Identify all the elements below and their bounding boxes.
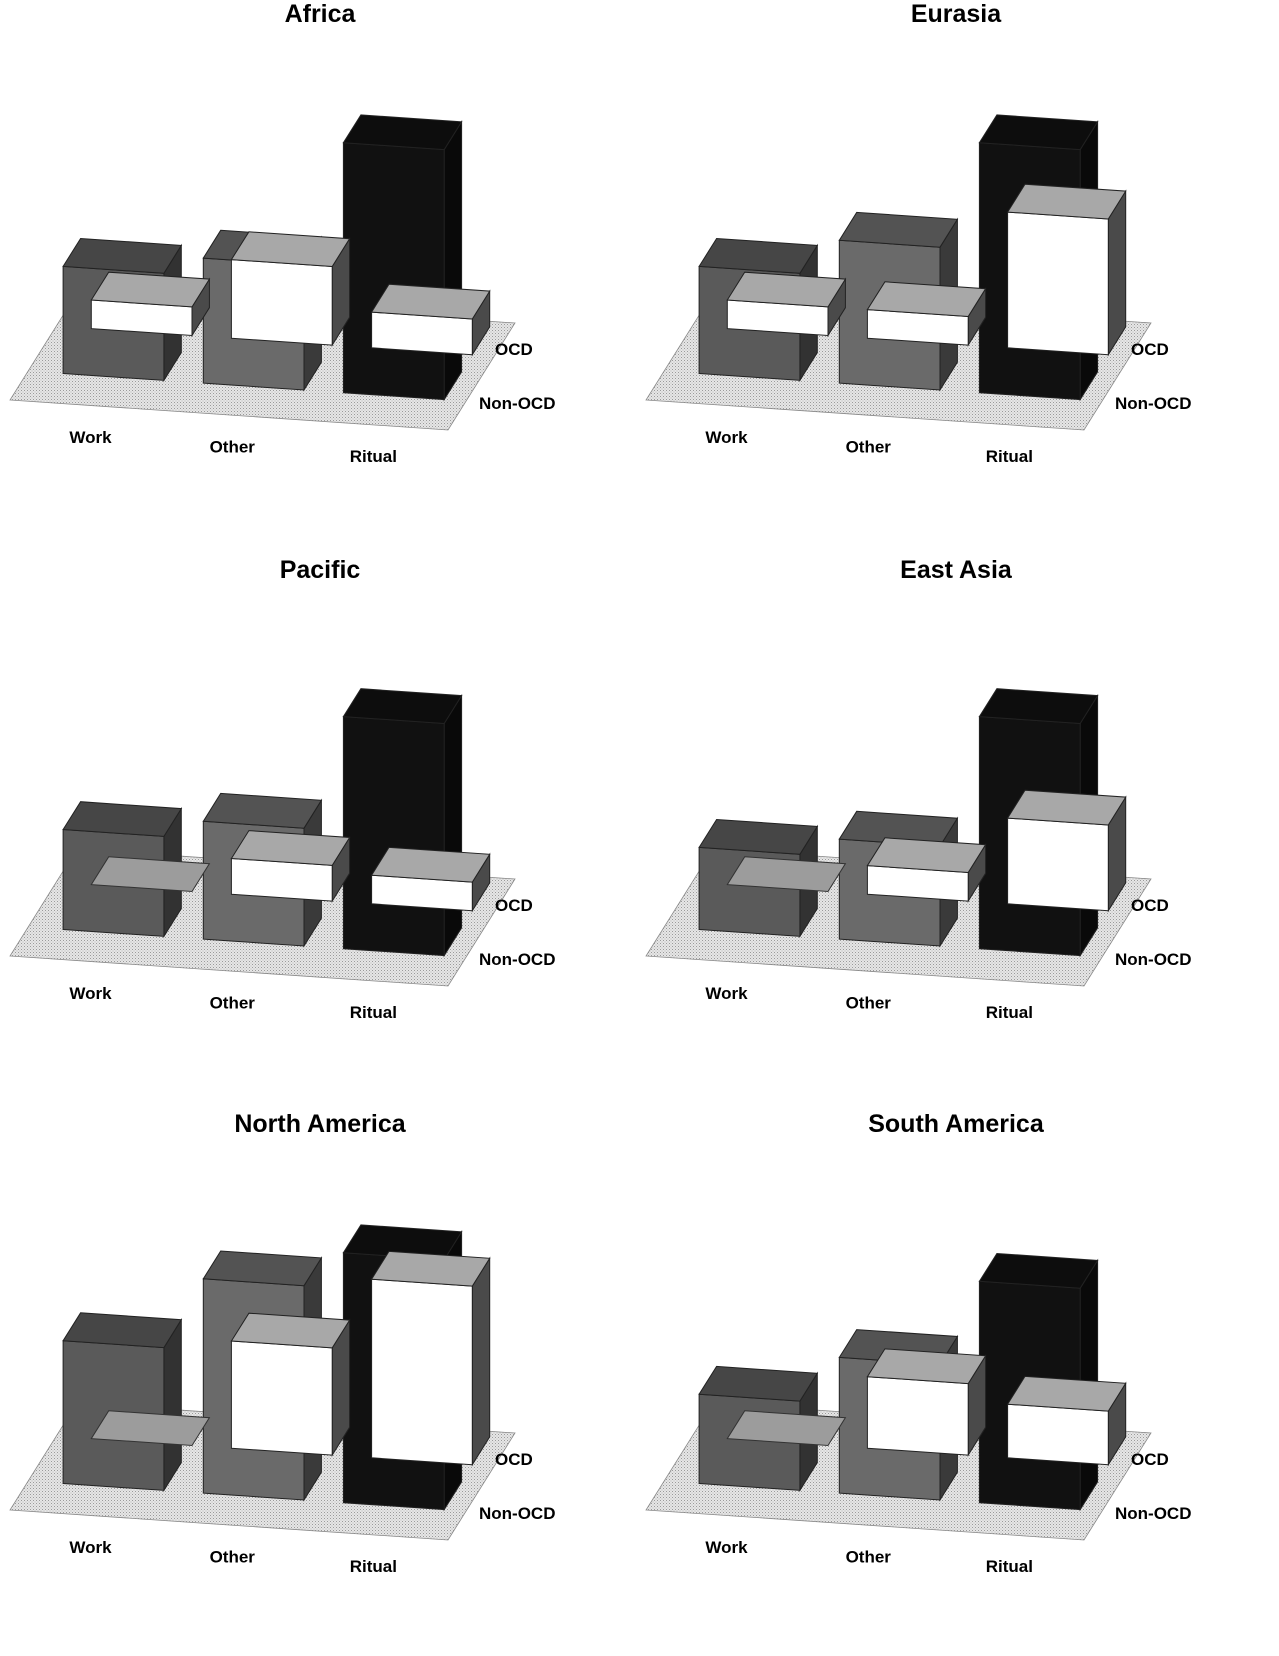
bar-non-ocd-work	[90, 1410, 211, 1447]
bar-non-ocd-work	[726, 271, 847, 338]
panel-east-asia: East Asia Work Other Ritual OCD Non-OCD	[636, 556, 1276, 1102]
category-label-other: Other	[210, 993, 256, 1012]
chart-africa: Work Other Ritual OCD Non-OCD	[9, 114, 555, 466]
panel-title: North America	[234, 1110, 406, 1138]
series-label-non-ocd: Non-OCD	[479, 1504, 555, 1523]
category-label-work: Work	[69, 984, 112, 1003]
bar-non-ocd-ritual	[1006, 183, 1127, 357]
bar-ocd-work	[62, 1312, 183, 1493]
series-label-ocd: OCD	[1131, 896, 1169, 915]
bar-non-ocd-other	[230, 830, 351, 903]
series-label-non-ocd: Non-OCD	[479, 394, 555, 413]
category-label-other: Other	[846, 993, 892, 1012]
panel-north-america: North America Work Other Ritual OCD Non-OCD	[0, 1110, 640, 1656]
bar-non-ocd-ritual	[1006, 1375, 1127, 1467]
panel-title: East Asia	[900, 556, 1012, 584]
panel-south-america: South America Work Other Ritual OCD Non-OCD	[636, 1110, 1276, 1656]
chart-south-america: Work Other Ritual OCD Non-OCD	[645, 1252, 1191, 1576]
chart-north-america: Work Other Ritual OCD Non-OCD	[9, 1224, 555, 1576]
panel-title: Eurasia	[910, 0, 1002, 28]
series-label-non-ocd: Non-OCD	[479, 950, 555, 969]
bar-non-ocd-work	[90, 856, 211, 893]
bar-non-ocd-work	[726, 1410, 847, 1447]
bar-non-ocd-other	[866, 837, 987, 903]
bar-non-ocd-other	[866, 1348, 987, 1457]
panel-eurasia: Eurasia Work Other Ritual OCD Non-OCD	[636, 0, 1276, 546]
bar-non-ocd-ritual	[370, 283, 491, 357]
panel-title: Pacific	[279, 556, 361, 584]
category-label-work: Work	[69, 428, 112, 447]
chart-eurasia: Work Other Ritual OCD Non-OCD	[645, 114, 1191, 466]
bar-non-ocd-other	[230, 1312, 351, 1457]
series-label-ocd: OCD	[495, 896, 533, 915]
bar-ocd-ritual	[342, 114, 463, 402]
bar-non-ocd-work	[90, 271, 211, 338]
panel-title: South America	[868, 1110, 1044, 1138]
category-label-ritual: Ritual	[986, 1003, 1033, 1022]
category-label-work: Work	[69, 1538, 112, 1557]
panel-title: Africa	[284, 0, 356, 28]
series-label-non-ocd: Non-OCD	[1115, 1504, 1191, 1523]
bar-non-ocd-other	[230, 231, 351, 347]
chart-east-asia: Work Other Ritual OCD Non-OCD	[645, 688, 1191, 1022]
bar-non-ocd-ritual	[1006, 789, 1127, 913]
bar-non-ocd-work	[726, 856, 847, 893]
bar-non-ocd-ritual	[370, 846, 491, 913]
category-label-work: Work	[705, 428, 748, 447]
bar-non-ocd-ritual	[370, 1250, 491, 1467]
category-label-other: Other	[846, 437, 892, 456]
panel-pacific: Pacific Work Other Ritual OCD Non-OCD	[0, 556, 640, 1102]
series-label-non-ocd: Non-OCD	[1115, 950, 1191, 969]
category-label-other: Other	[846, 1547, 892, 1566]
series-label-ocd: OCD	[1131, 1450, 1169, 1469]
category-label-other: Other	[210, 1547, 256, 1566]
series-label-ocd: OCD	[1131, 340, 1169, 359]
category-label-ritual: Ritual	[350, 1003, 397, 1022]
bar-ocd-ritual	[342, 688, 463, 958]
category-label-ritual: Ritual	[986, 1557, 1033, 1576]
category-label-ritual: Ritual	[986, 447, 1033, 466]
bar-non-ocd-other	[866, 281, 987, 347]
category-label-ritual: Ritual	[350, 1557, 397, 1576]
series-label-ocd: OCD	[495, 1450, 533, 1469]
chart-pacific: Work Other Ritual OCD Non-OCD	[9, 688, 555, 1022]
panel-africa: Africa Work Other Ritual OCD Non-OCD	[0, 0, 640, 546]
series-label-non-ocd: Non-OCD	[1115, 394, 1191, 413]
category-label-other: Other	[210, 437, 256, 456]
category-label-work: Work	[705, 984, 748, 1003]
category-label-ritual: Ritual	[350, 447, 397, 466]
series-label-ocd: OCD	[495, 340, 533, 359]
category-label-work: Work	[705, 1538, 748, 1557]
